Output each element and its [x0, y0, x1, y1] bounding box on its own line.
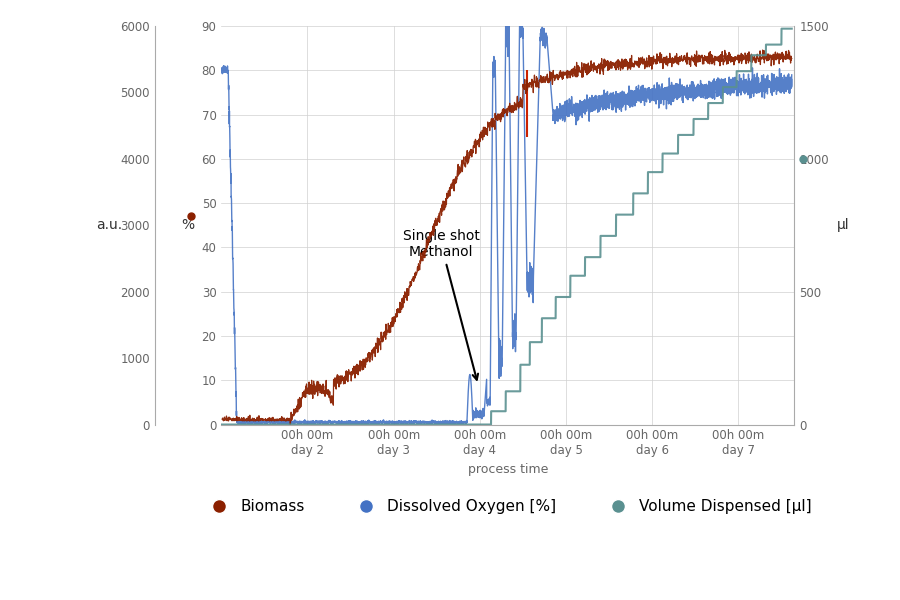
Legend: Biomass, Dissolved Oxygen [%], Volume Dispensed [µl]: Biomass, Dissolved Oxygen [%], Volume Di… [198, 493, 818, 520]
Y-axis label: µl: µl [836, 218, 849, 232]
Y-axis label: %: % [181, 218, 194, 232]
Text: Single shot
Methanol: Single shot Methanol [402, 229, 480, 380]
Y-axis label: a.u.: a.u. [96, 218, 122, 232]
X-axis label: process time: process time [468, 463, 548, 476]
